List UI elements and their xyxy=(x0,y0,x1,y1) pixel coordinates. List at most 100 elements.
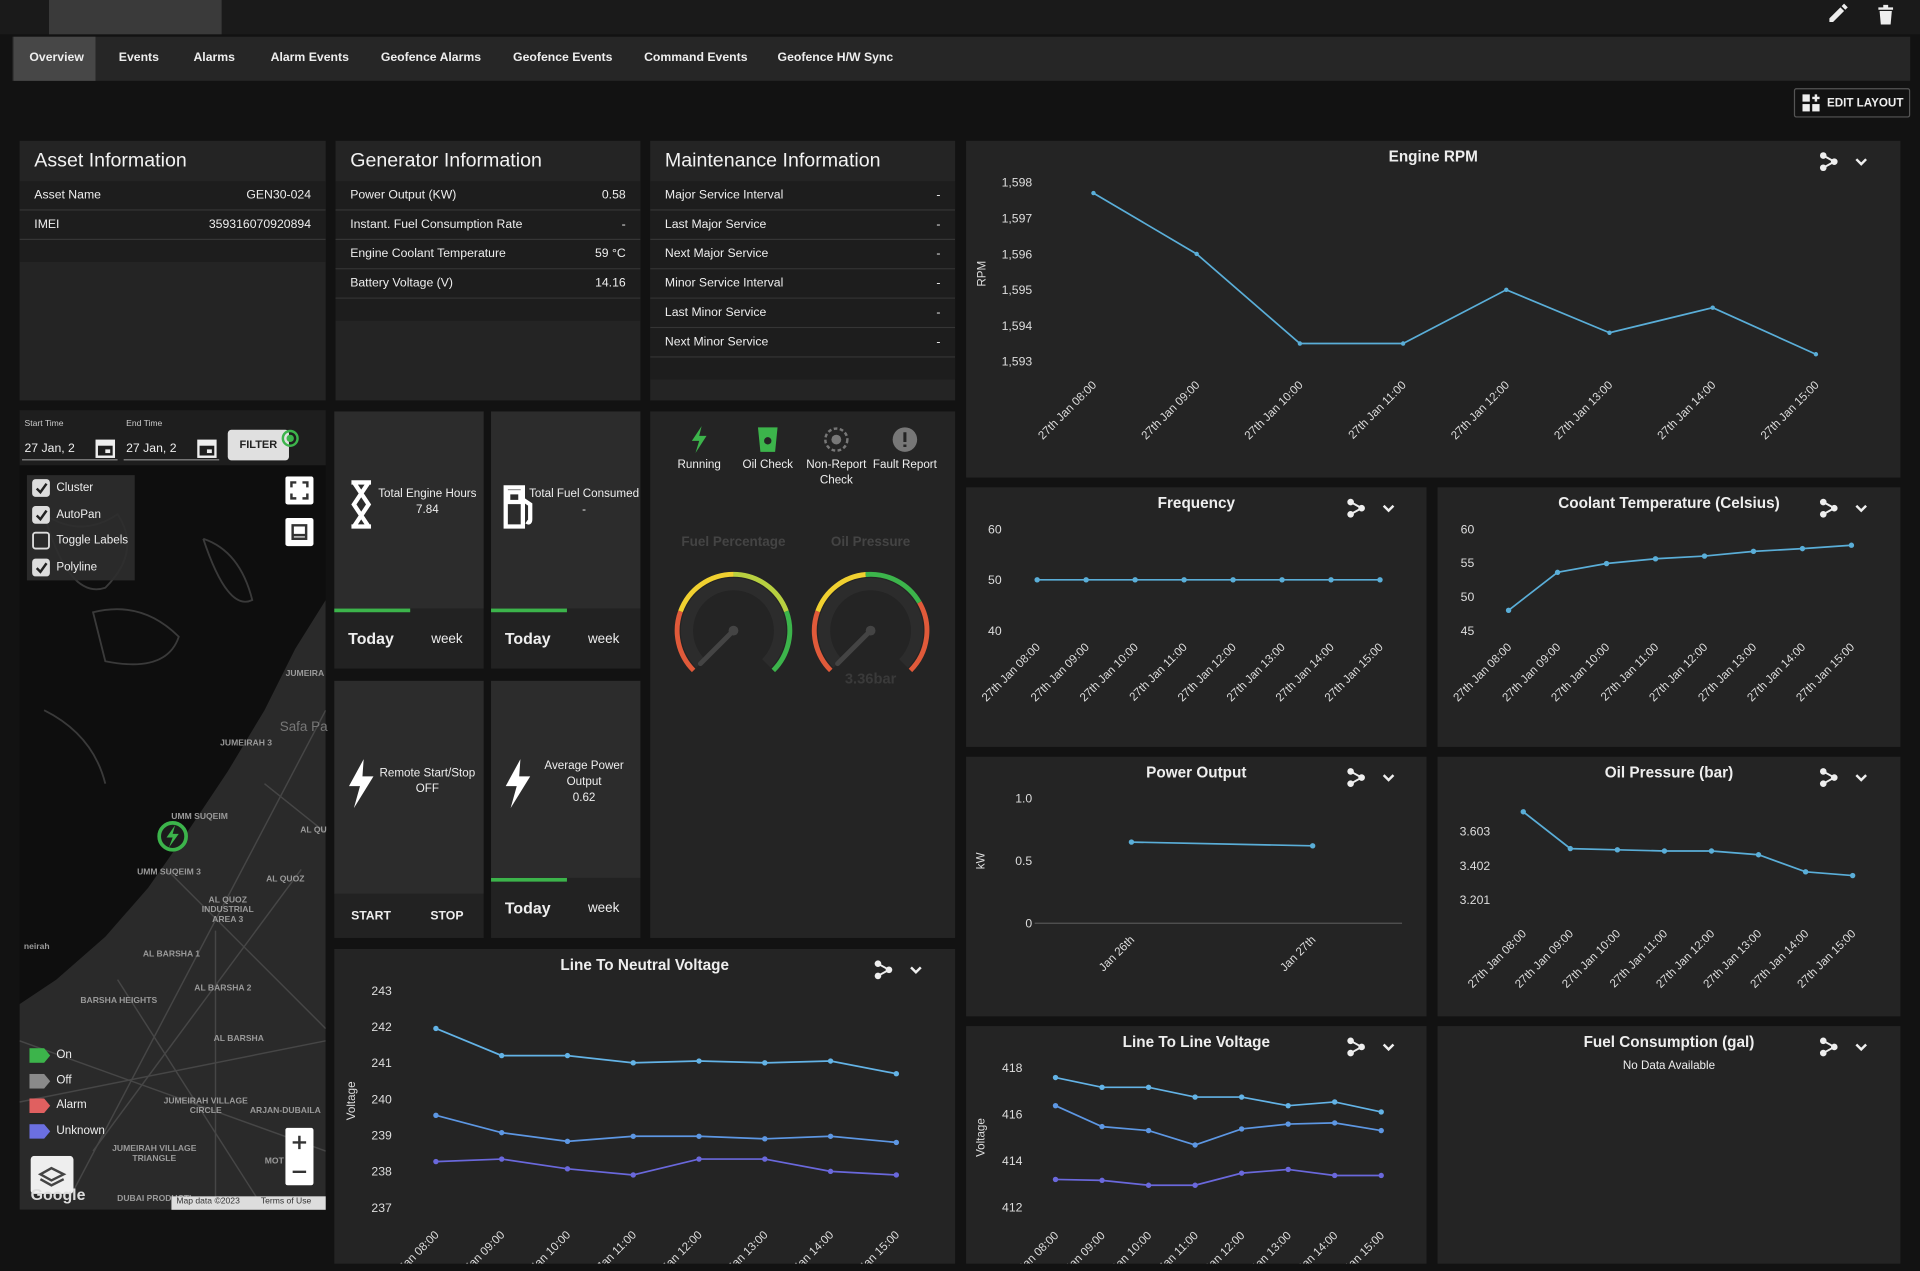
tile-option[interactable]: week xyxy=(587,900,620,916)
chevron-icon[interactable] xyxy=(1855,158,1867,166)
top-actions[interactable] xyxy=(1824,2,1897,26)
data-point xyxy=(1194,251,1199,257)
tab[interactable]: Alarms xyxy=(193,51,235,65)
control-bg[interactable] xyxy=(285,517,314,547)
tile-option[interactable]: week xyxy=(431,631,463,646)
edit-layout-button[interactable]: EDIT LAYOUT xyxy=(1793,88,1911,118)
data-point xyxy=(1181,577,1187,583)
chart-actions[interactable] xyxy=(1347,1037,1395,1057)
y-tick-label: 414 xyxy=(1002,1154,1023,1168)
checkbox[interactable] xyxy=(32,479,50,497)
share-node xyxy=(1819,510,1827,518)
chart-actions[interactable] xyxy=(1819,1037,1867,1057)
date-underline xyxy=(22,459,118,461)
map-terms[interactable]: Terms of Use xyxy=(260,1197,312,1207)
checkmark xyxy=(35,562,48,574)
map-place: AL BARSHA 2 xyxy=(194,984,252,994)
tile-option[interactable]: Today xyxy=(504,629,551,648)
tile-option[interactable]: START xyxy=(351,909,391,923)
chevron-icon[interactable] xyxy=(1855,504,1867,513)
chart: Coolant Temperature (Celsius)4550556027t… xyxy=(1451,495,1867,704)
chart-panel: Engine RPM 1,593 1,594 1,595 1,596 1,597 1,598… xyxy=(966,140,1901,478)
layer-label[interactable]: Toggle Labels xyxy=(56,534,129,548)
legend-tag xyxy=(29,1073,51,1088)
chevron-icon[interactable] xyxy=(1382,774,1395,782)
tab[interactable]: Geofence Alarms xyxy=(380,51,482,65)
zoom-in[interactable] xyxy=(292,1135,307,1150)
delete-icon[interactable] xyxy=(1878,4,1894,25)
tile-option[interactable]: Today xyxy=(504,898,551,918)
layer-label[interactable]: Cluster xyxy=(56,481,94,495)
data-point xyxy=(564,1052,571,1059)
map-island xyxy=(202,537,254,603)
checkbox[interactable] xyxy=(32,558,50,577)
chevron-icon[interactable] xyxy=(1382,504,1395,513)
row-label: Battery Voltage (V) xyxy=(350,276,453,291)
data-point xyxy=(630,1060,636,1066)
info-row: Engine Coolant Temperature 59 °C xyxy=(335,240,641,270)
chart-panel: Power Output 0 0.5 1.0 kW Jan 26th Jan 27th xyxy=(966,756,1427,1017)
tab[interactable]: Geofence H/W Sync xyxy=(777,51,894,65)
tab[interactable]: Events xyxy=(118,51,159,65)
series-line xyxy=(435,1158,897,1176)
y-tick-label: 1,597 xyxy=(1002,211,1033,225)
chart-actions[interactable] xyxy=(1819,768,1867,787)
chart-actions[interactable] xyxy=(1347,768,1395,787)
tab[interactable]: Geofence Events xyxy=(513,51,613,65)
filter-button[interactable]: FILTER xyxy=(227,429,289,461)
status-label: Fault Report xyxy=(872,457,937,472)
checkmark xyxy=(35,509,48,521)
layers-bg[interactable] xyxy=(30,1155,74,1194)
x-tick-label: 27th Jan 09:00 xyxy=(1139,378,1203,442)
edit-icon[interactable] xyxy=(1829,3,1848,23)
checkbox[interactable] xyxy=(32,532,50,550)
legend-swatch xyxy=(29,1098,51,1114)
data-point xyxy=(498,1052,505,1059)
date-value[interactable]: 27 Jan, 2 xyxy=(126,442,177,456)
gauge-arc xyxy=(865,571,922,604)
map-place: AL BARSHA xyxy=(213,1034,264,1044)
data-point xyxy=(1285,1121,1291,1127)
data-point xyxy=(1099,1177,1105,1184)
data-point xyxy=(433,1025,439,1032)
tab[interactable]: Alarm Events xyxy=(270,51,349,65)
share-node xyxy=(1347,510,1354,518)
control-bg[interactable] xyxy=(285,476,314,505)
chart-actions[interactable] xyxy=(1819,152,1867,172)
chart-actions[interactable] xyxy=(874,960,922,980)
data-point xyxy=(498,1156,505,1162)
x-tick-label: 27th Jan 09:00 xyxy=(444,1228,508,1264)
row-value: - xyxy=(936,306,941,320)
layer-label[interactable]: Polyline xyxy=(56,560,98,575)
row-value: - xyxy=(936,276,941,291)
data-point xyxy=(1505,607,1512,613)
row-label: Engine Coolant Temperature xyxy=(350,247,506,261)
chart-actions[interactable] xyxy=(1347,498,1395,518)
layer-label[interactable]: AutoPan xyxy=(56,507,101,522)
tab[interactable]: Overview xyxy=(29,51,84,65)
tile-icon-shape xyxy=(348,759,374,809)
tile-option[interactable]: STOP xyxy=(430,909,464,923)
tab[interactable]: Command Events xyxy=(644,51,748,65)
info-row: Next Minor Service - xyxy=(650,328,956,358)
chevron-icon[interactable] xyxy=(1855,1043,1867,1052)
data-point xyxy=(1091,190,1096,196)
chevron-icon[interactable] xyxy=(910,966,922,974)
chart: Fuel Consumption (gal) No Data Available xyxy=(1584,1034,1867,1072)
chevron-icon[interactable] xyxy=(1382,1043,1395,1052)
tile-icon-shape xyxy=(351,480,372,529)
tile-value: 7.84 xyxy=(416,503,439,517)
date-value[interactable]: 27 Jan, 2 xyxy=(24,442,75,456)
row-value: - xyxy=(621,217,626,232)
chevron-icon[interactable] xyxy=(1855,774,1867,782)
checkbox[interactable] xyxy=(32,505,50,524)
data-point xyxy=(1052,1102,1059,1109)
tile-option[interactable]: Today xyxy=(348,629,394,648)
tile-option[interactable]: week xyxy=(587,631,620,646)
gauge xyxy=(811,571,930,673)
info-row-empty xyxy=(19,240,326,263)
edit-layout-label[interactable]: EDIT LAYOUT xyxy=(1826,96,1904,111)
series-line xyxy=(435,1114,897,1144)
chart-actions[interactable] xyxy=(1819,498,1867,518)
